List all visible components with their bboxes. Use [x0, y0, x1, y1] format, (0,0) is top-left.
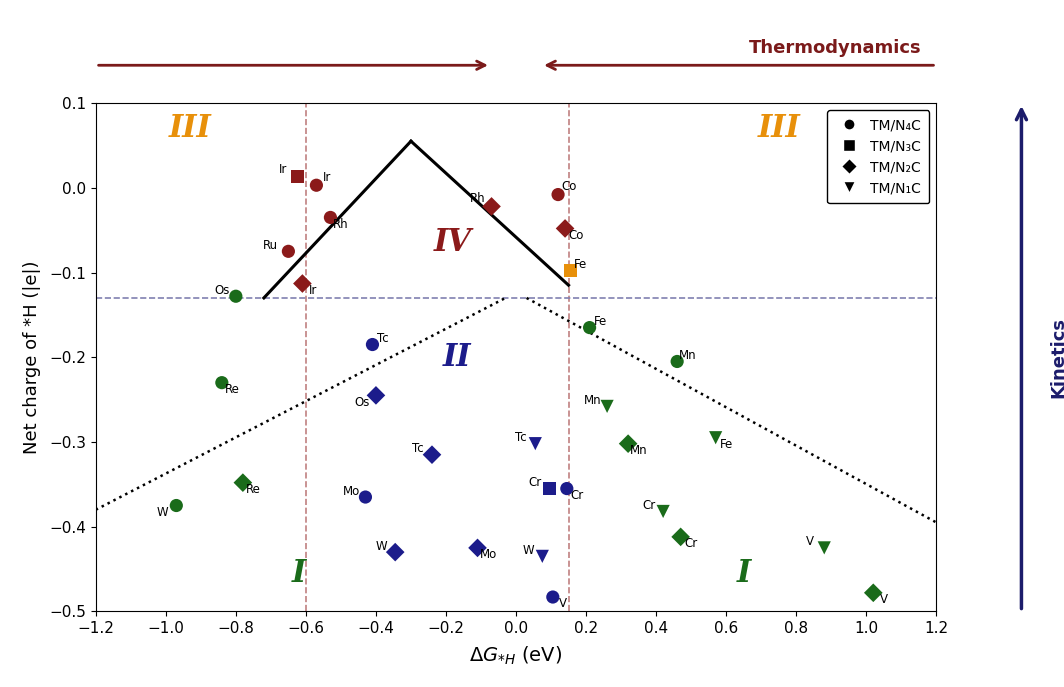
Text: Cr: Cr [570, 489, 584, 502]
Y-axis label: Net charge of *H (|e|): Net charge of *H (|e|) [22, 260, 40, 454]
Point [562, 265, 579, 276]
Text: Os: Os [354, 396, 369, 409]
Text: Fe: Fe [594, 315, 606, 328]
Text: Tc: Tc [412, 442, 423, 455]
Point [469, 543, 486, 554]
Point [816, 543, 833, 554]
X-axis label: $\Delta G_{*H}$ (eV): $\Delta G_{*H}$ (eV) [469, 644, 563, 667]
Text: Kinetics: Kinetics [1050, 317, 1064, 398]
Point [280, 246, 297, 257]
Point [599, 401, 616, 412]
Text: Re: Re [246, 483, 261, 496]
Text: Tc: Tc [377, 332, 388, 345]
Point [541, 483, 558, 494]
Point [356, 492, 373, 503]
Text: V: V [880, 593, 887, 606]
Text: V: V [560, 597, 567, 610]
Point [549, 189, 566, 200]
Text: IV: IV [434, 227, 472, 258]
Text: Mn: Mn [679, 349, 697, 362]
Point [559, 483, 576, 494]
Text: Re: Re [225, 383, 239, 396]
Point [367, 390, 384, 401]
Text: Ir: Ir [309, 284, 317, 297]
Point [228, 291, 245, 302]
Point [288, 171, 305, 182]
Text: W: W [522, 544, 534, 557]
Text: I: I [292, 558, 306, 589]
Text: Cr: Cr [684, 537, 698, 550]
Point [534, 551, 551, 562]
Text: Mn: Mn [584, 394, 602, 407]
Text: Os: Os [214, 284, 230, 297]
Text: Co: Co [568, 229, 583, 242]
Point [668, 356, 685, 367]
Point [213, 377, 230, 388]
Point [865, 587, 882, 598]
Point [527, 438, 544, 449]
Text: Co: Co [561, 181, 577, 194]
Text: Cr: Cr [529, 476, 542, 489]
Point [619, 438, 636, 449]
Point [364, 339, 381, 350]
Point [423, 449, 440, 460]
Text: W: W [156, 506, 168, 519]
Text: Fe: Fe [719, 438, 733, 451]
Text: Mo: Mo [480, 548, 497, 561]
Text: Mo: Mo [343, 484, 360, 497]
Point [672, 531, 689, 542]
Text: V: V [807, 535, 814, 548]
Text: Ir: Ir [279, 163, 287, 176]
Text: II: II [443, 341, 470, 373]
Text: Rh: Rh [469, 192, 485, 205]
Point [322, 212, 339, 223]
Text: III: III [758, 113, 800, 144]
Legend: TM/N₄C, TM/N₃C, TM/N₂C, TM/N₁C: TM/N₄C, TM/N₃C, TM/N₂C, TM/N₁C [827, 110, 929, 203]
Text: I: I [736, 558, 751, 589]
Text: Cr: Cr [643, 499, 655, 512]
Text: Ir: Ir [322, 171, 331, 184]
Point [234, 477, 251, 488]
Text: Tc: Tc [515, 431, 527, 444]
Point [581, 322, 598, 333]
Point [307, 180, 325, 191]
Text: Rh: Rh [333, 218, 349, 231]
Point [654, 506, 671, 517]
Text: III: III [169, 113, 212, 144]
Point [556, 223, 573, 234]
Text: Thermodynamics: Thermodynamics [749, 39, 921, 57]
Text: W: W [376, 540, 387, 552]
Point [386, 547, 403, 558]
Point [708, 432, 725, 443]
Point [483, 201, 500, 212]
Text: Fe: Fe [575, 258, 587, 271]
Point [168, 500, 185, 511]
Point [545, 592, 562, 602]
Point [294, 278, 311, 289]
Text: Ru: Ru [263, 239, 279, 252]
Text: Mn: Mn [630, 444, 647, 457]
